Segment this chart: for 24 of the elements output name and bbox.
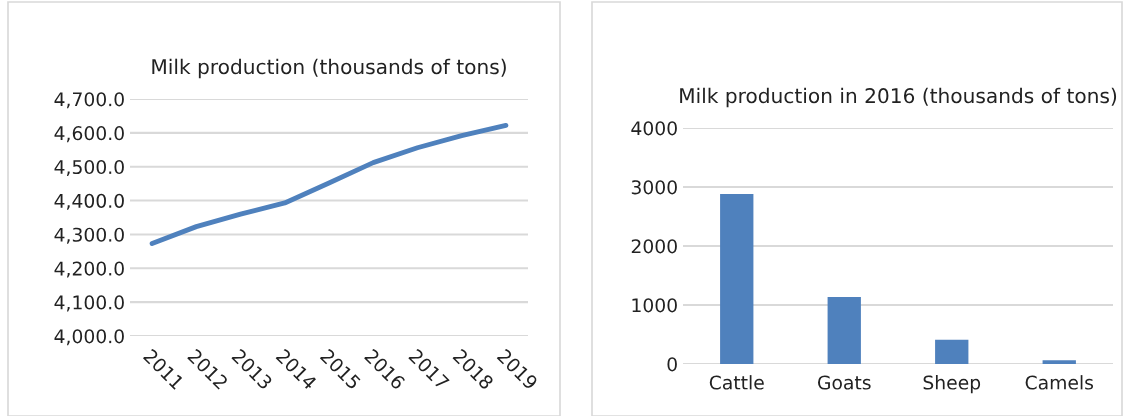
chart-title: Milk production (thousands of tons) <box>152 58 506 79</box>
chart-title: Milk production in 2016 (thousands of tons) <box>680 87 1117 108</box>
y-tick-label: 4,300.0 <box>54 227 124 244</box>
line-series <box>149 122 509 246</box>
y-tick-label: 4,400.0 <box>54 193 124 210</box>
x-tick-label: Sheep <box>923 375 981 394</box>
x-tick-label: Cattle <box>709 375 764 390</box>
y-tick-label: 0 <box>667 357 677 372</box>
y-tick-label: 4,000.0 <box>54 329 124 346</box>
x-tick-label: Goats <box>818 375 871 390</box>
y-tick-label: 1000 <box>632 298 677 313</box>
x-tick-label: Camels <box>1025 375 1094 390</box>
y-tick-label: 4,700.0 <box>54 92 124 109</box>
bar <box>720 194 754 364</box>
y-tick-label: 3000 <box>631 180 677 195</box>
y-tick-label: 4,500.0 <box>54 159 124 177</box>
y-tick-label: 4,600.0 <box>54 126 124 143</box>
bar <box>1042 360 1076 364</box>
y-tick-label: 4,100.0 <box>54 295 124 312</box>
y-tick-label: 4,200.0 <box>54 261 124 278</box>
y-tick-label: 2000 <box>631 239 677 254</box>
bar <box>935 339 969 364</box>
bar <box>827 296 861 364</box>
y-tick-label: 4000 <box>631 121 677 136</box>
